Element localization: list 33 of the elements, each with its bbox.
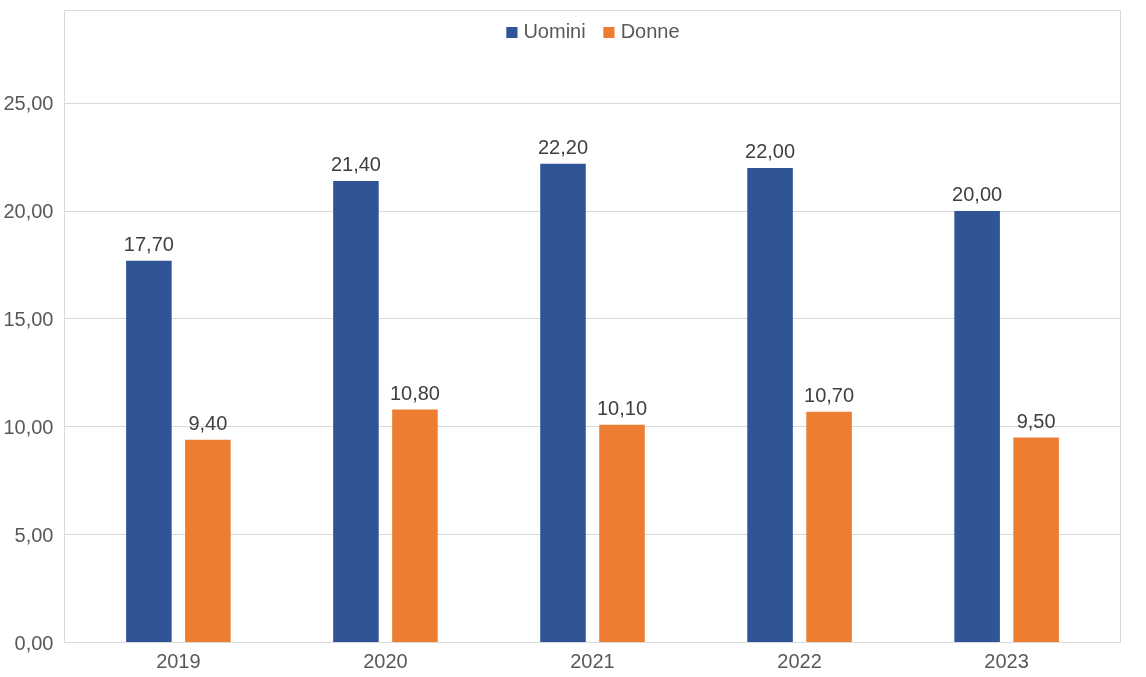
bar bbox=[747, 167, 793, 643]
bar bbox=[185, 439, 231, 643]
y-tick-label: 5,00 bbox=[14, 523, 54, 546]
x-tick-label: 2022 bbox=[777, 649, 822, 672]
bar bbox=[806, 411, 852, 643]
bar bbox=[599, 424, 645, 643]
bar bbox=[333, 180, 379, 643]
y-tick-label: 25,00 bbox=[3, 92, 54, 115]
data-label: 9,50 bbox=[1016, 409, 1056, 432]
data-label: 10,10 bbox=[596, 396, 648, 419]
data-label: 9,40 bbox=[188, 411, 228, 434]
data-label: 20,00 bbox=[952, 183, 1003, 206]
y-tick-label: 0,00 bbox=[14, 631, 54, 654]
data-label: 21,40 bbox=[330, 152, 381, 175]
y-tick-label: 20,00 bbox=[3, 200, 54, 223]
data-label: 17,70 bbox=[123, 232, 174, 255]
bar bbox=[954, 211, 1000, 643]
data-label: 10,70 bbox=[804, 383, 855, 406]
y-tick-label: 10,00 bbox=[3, 415, 54, 438]
data-label: 22,00 bbox=[745, 139, 796, 162]
x-tick-label: 2023 bbox=[984, 649, 1029, 672]
data-label: 22,20 bbox=[537, 135, 589, 158]
legend-label: Uomini bbox=[523, 20, 586, 43]
bar bbox=[1013, 437, 1059, 643]
y-tick-label: 15,00 bbox=[3, 307, 54, 330]
x-tick-label: 2021 bbox=[570, 649, 615, 672]
bar bbox=[540, 163, 586, 643]
x-tick-label: 2019 bbox=[156, 649, 201, 672]
legend-label: Donne bbox=[620, 20, 680, 43]
bar bbox=[126, 260, 172, 643]
bar bbox=[392, 409, 438, 643]
x-tick-label: 2020 bbox=[363, 649, 408, 672]
data-label: 10,80 bbox=[389, 381, 440, 404]
